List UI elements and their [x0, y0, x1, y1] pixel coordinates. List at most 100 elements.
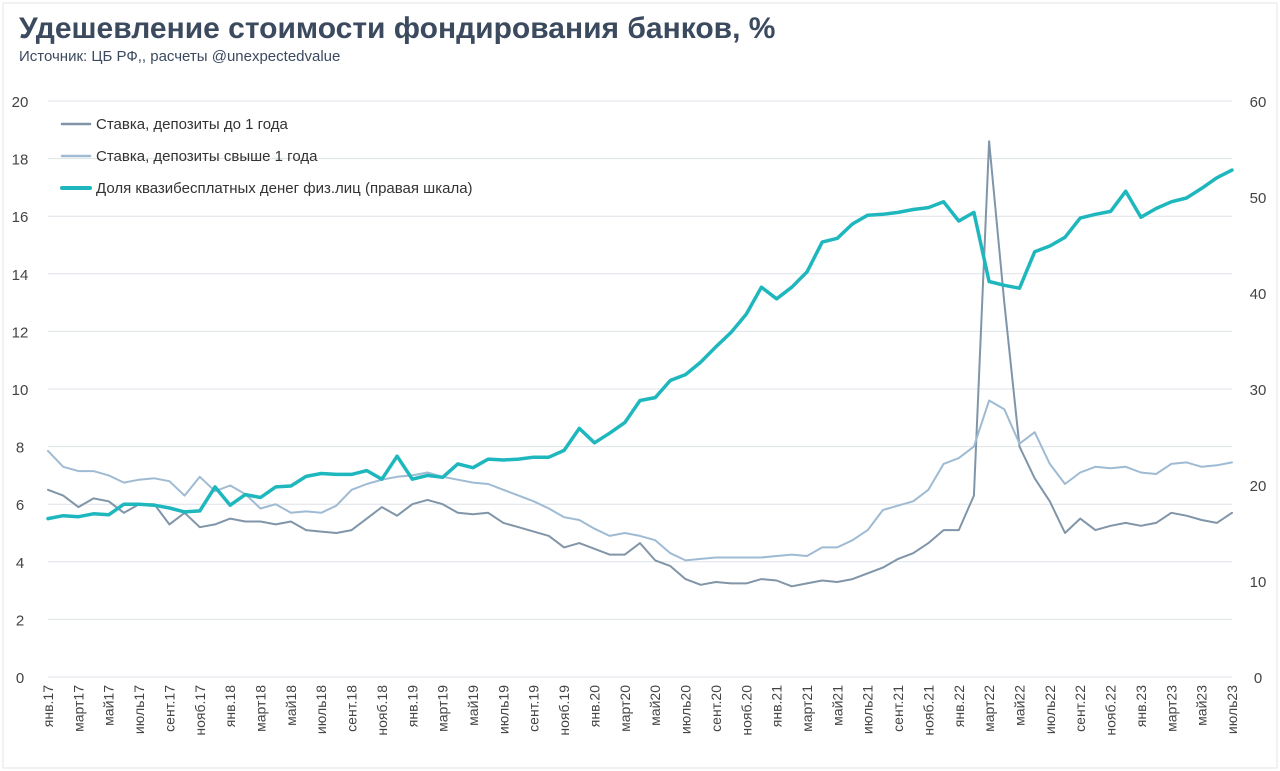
x-tick-label: янв.18 [222, 685, 238, 727]
x-tick-label: май23 [1194, 685, 1210, 726]
x-tick-label-text: май21 [829, 685, 845, 726]
x-tick-label: июль20 [678, 685, 694, 734]
x-tick-label: янв.19 [404, 685, 420, 727]
x-tick-label-text: июль23 [1224, 685, 1240, 734]
legend-label: Доля квазибесплатных денег физ.лиц (прав… [96, 180, 473, 197]
x-tick-label-text: июль17 [131, 685, 147, 734]
x-tick-label: март20 [617, 685, 633, 732]
x-tick-label: март22 [981, 685, 997, 732]
series-line-quasi-free [46, 168, 1234, 521]
y-left-tick-label: 12 [12, 324, 29, 341]
x-tick-label: май17 [101, 685, 117, 726]
x-tick-label-text: нояб.21 [920, 685, 936, 736]
x-tick-label-text: март18 [253, 685, 269, 732]
x-tick-label-text: нояб.17 [192, 685, 208, 736]
y-left-tick-label: 6 [16, 497, 24, 514]
x-tick-label-text: март20 [617, 685, 633, 732]
x-tick-label: май21 [829, 685, 845, 726]
x-tick-label: нояб.22 [1103, 685, 1119, 736]
chart-title: Удешевление стоимости фондирования банко… [19, 12, 776, 45]
x-tick-label: сент.19 [526, 685, 542, 732]
x-tick-label: июль22 [1042, 685, 1058, 734]
y-left-tick-label: 18 [12, 152, 29, 169]
y-left-tick-label: 8 [16, 440, 24, 457]
x-tick-label-text: май18 [283, 685, 299, 726]
legend-label: Ставка, депозиты свыше 1 года [96, 148, 318, 165]
x-tick-label-text: май17 [101, 685, 117, 726]
x-tick-label: сент.22 [1072, 685, 1088, 732]
x-tick-label-text: янв.23 [1133, 685, 1149, 727]
x-tick-label-text: янв.19 [404, 685, 420, 727]
x-tick-label: май20 [647, 685, 663, 726]
x-tick-label-text: июль21 [860, 685, 876, 734]
x-tick-label-text: сент.17 [161, 685, 177, 732]
x-tick-label-text: нояб.20 [738, 685, 754, 736]
x-tick-label: янв.20 [586, 685, 602, 727]
x-tick-label-text: июль22 [1042, 685, 1058, 734]
series-line-deposits-short [47, 140, 1233, 588]
y-right-tick-label: 40 [1250, 286, 1267, 303]
x-tick-label-text: март23 [1163, 685, 1179, 732]
x-tick-label: июль23 [1224, 685, 1240, 734]
x-tick-label: май18 [283, 685, 299, 726]
x-tick-label-text: июль18 [313, 685, 329, 734]
x-tick-label-text: март17 [70, 685, 86, 732]
y-right-tick-label: 10 [1250, 574, 1267, 591]
y-left-tick-label: 14 [12, 267, 29, 284]
y-right-tick-label: 50 [1250, 190, 1267, 207]
x-tick-label-text: янв.18 [222, 685, 238, 727]
y-right-tick-label: 60 [1250, 94, 1267, 111]
x-tick-label: март18 [253, 685, 269, 732]
legend: Ставка, депозиты до 1 года Ставка, депози… [60, 116, 473, 197]
x-tick-label: янв.22 [951, 685, 967, 727]
y-left-tick-label: 0 [16, 670, 24, 687]
x-tick-label: нояб.18 [374, 685, 390, 736]
series-line-deposits-long [47, 399, 1233, 562]
x-tick-label-text: июль19 [495, 685, 511, 734]
x-tick-label-text: июль20 [678, 685, 694, 734]
y-left-tick-label: 4 [16, 555, 24, 572]
y-left-tick-label: 10 [12, 382, 29, 399]
x-tick-label-text: сент.19 [526, 685, 542, 732]
x-tick-label: сент.20 [708, 685, 724, 732]
x-tick-label-text: май22 [1011, 685, 1027, 726]
x-tick-label: май19 [465, 685, 481, 726]
x-tick-label: март23 [1163, 685, 1179, 732]
y-right-tick-label: 30 [1250, 382, 1267, 399]
y-left-tick-label: 16 [12, 209, 29, 226]
x-tick-label: июль18 [313, 685, 329, 734]
x-tick-label-text: янв.20 [586, 685, 602, 727]
x-tick-label-text: сент.21 [890, 685, 906, 732]
x-tick-label: июль17 [131, 685, 147, 734]
y-left-tick-label: 20 [12, 94, 29, 111]
x-tick-label-text: нояб.22 [1103, 685, 1119, 736]
x-tick-label: нояб.19 [556, 685, 572, 736]
x-tick-label-text: нояб.18 [374, 685, 390, 736]
x-tick-label-text: нояб.19 [556, 685, 572, 736]
x-tick-label-text: май23 [1194, 685, 1210, 726]
x-tick-label: сент.21 [890, 685, 906, 732]
x-tick-label-text: май19 [465, 685, 481, 726]
x-tick-label: сент.17 [161, 685, 177, 732]
y-left-tick-label: 2 [16, 612, 24, 629]
x-tick-label: март17 [70, 685, 86, 732]
chart-subtitle: Источник: ЦБ РФ,, расчеты @unexpectedval… [19, 48, 341, 65]
x-tick-label: март19 [435, 685, 451, 732]
y-right-tick-label: 0 [1254, 670, 1262, 687]
x-tick-label: март21 [799, 685, 815, 732]
x-tick-label-text: май20 [647, 685, 663, 726]
x-tick-label: нояб.21 [920, 685, 936, 736]
x-tick-label: июль21 [860, 685, 876, 734]
x-tick-label-text: март21 [799, 685, 815, 732]
y-right-tick-label: 20 [1250, 478, 1267, 495]
x-tick-label: янв.23 [1133, 685, 1149, 727]
x-tick-label-text: сент.18 [344, 685, 360, 732]
x-tick-label: сент.18 [344, 685, 360, 732]
x-tick-label-text: март19 [435, 685, 451, 732]
legend-label: Ставка, депозиты до 1 года [96, 116, 289, 133]
x-tick-label-text: март22 [981, 685, 997, 732]
x-tick-label: янв.21 [769, 685, 785, 727]
x-tick-label-text: янв.22 [951, 685, 967, 727]
